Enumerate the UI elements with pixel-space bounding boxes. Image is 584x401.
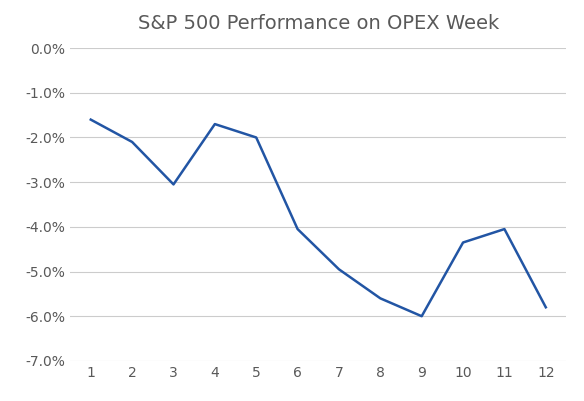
Title: S&P 500 Performance on OPEX Week: S&P 500 Performance on OPEX Week <box>138 14 499 32</box>
